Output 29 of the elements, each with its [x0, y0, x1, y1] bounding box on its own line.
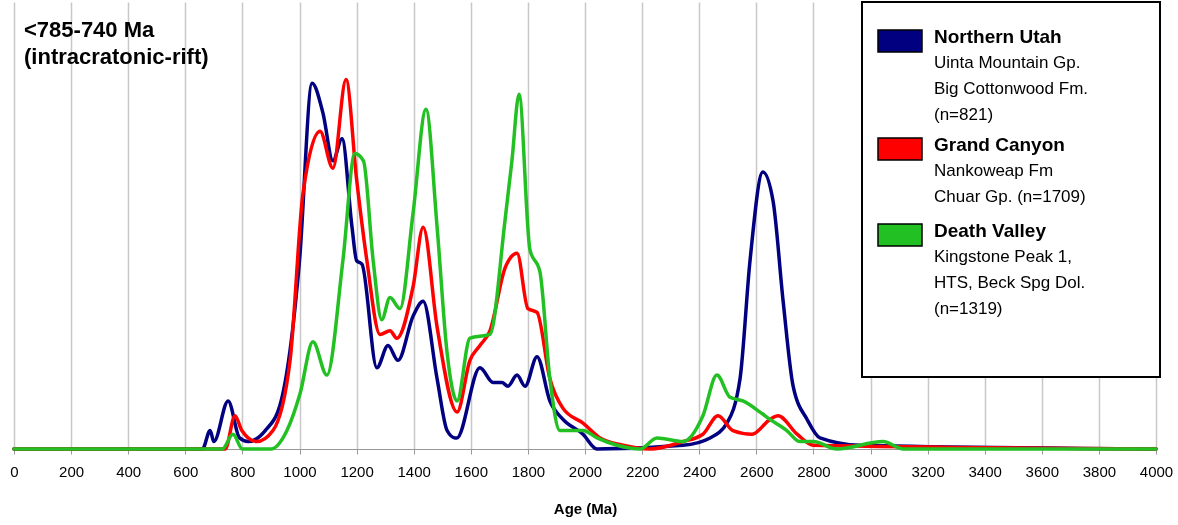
legend-label: Northern Utah	[934, 26, 1062, 47]
annotation: Nankoweap Fm Chuar Gp. (n=1709)	[934, 161, 1086, 206]
x-tick-label: 1800	[511, 462, 546, 480]
x-tick-label: 3800	[1082, 462, 1117, 480]
x-tick-label: 3200	[911, 462, 945, 480]
x-tick-label: 0	[10, 462, 19, 480]
x-tick-label: 2800	[797, 462, 831, 480]
x-tick-label: 1600	[454, 462, 488, 480]
x-tick-label: 2400	[683, 462, 717, 480]
x-tick-label: 2000	[568, 462, 603, 480]
x-tick-label: 4000	[1139, 462, 1174, 480]
legend-label: Grand Canyon	[934, 134, 1065, 155]
x-tick-label: 1200	[340, 462, 374, 480]
x-tick-label: 600	[173, 462, 199, 480]
x-tick-label: 2600	[740, 462, 774, 480]
x-tick-label: 1000	[283, 462, 317, 480]
x-tick-label: 200	[59, 462, 85, 480]
legend-label: Death Valley	[934, 220, 1047, 241]
annotation: Kingstone Peak 1, HTS, Beck Spg Dol. (n=1319)	[934, 247, 1086, 318]
annotation: Uinta Mountain Gp. Big Cottonwood Fm. (n=821)	[934, 53, 1089, 124]
x-tick-label: 3600	[1025, 462, 1059, 480]
chart-title: <785-740 Ma (intracratonic-rift)	[24, 17, 209, 69]
x-tick-label: 2200	[625, 462, 660, 480]
x-tick-label: 800	[230, 462, 256, 480]
x-tick-label: 400	[116, 462, 142, 480]
x-tick-label: 3400	[968, 462, 1002, 480]
x-tick-label: 1400	[397, 462, 431, 480]
x-axis-title: Age (Ma)	[553, 499, 618, 517]
x-tick-label: 3000	[854, 462, 888, 480]
